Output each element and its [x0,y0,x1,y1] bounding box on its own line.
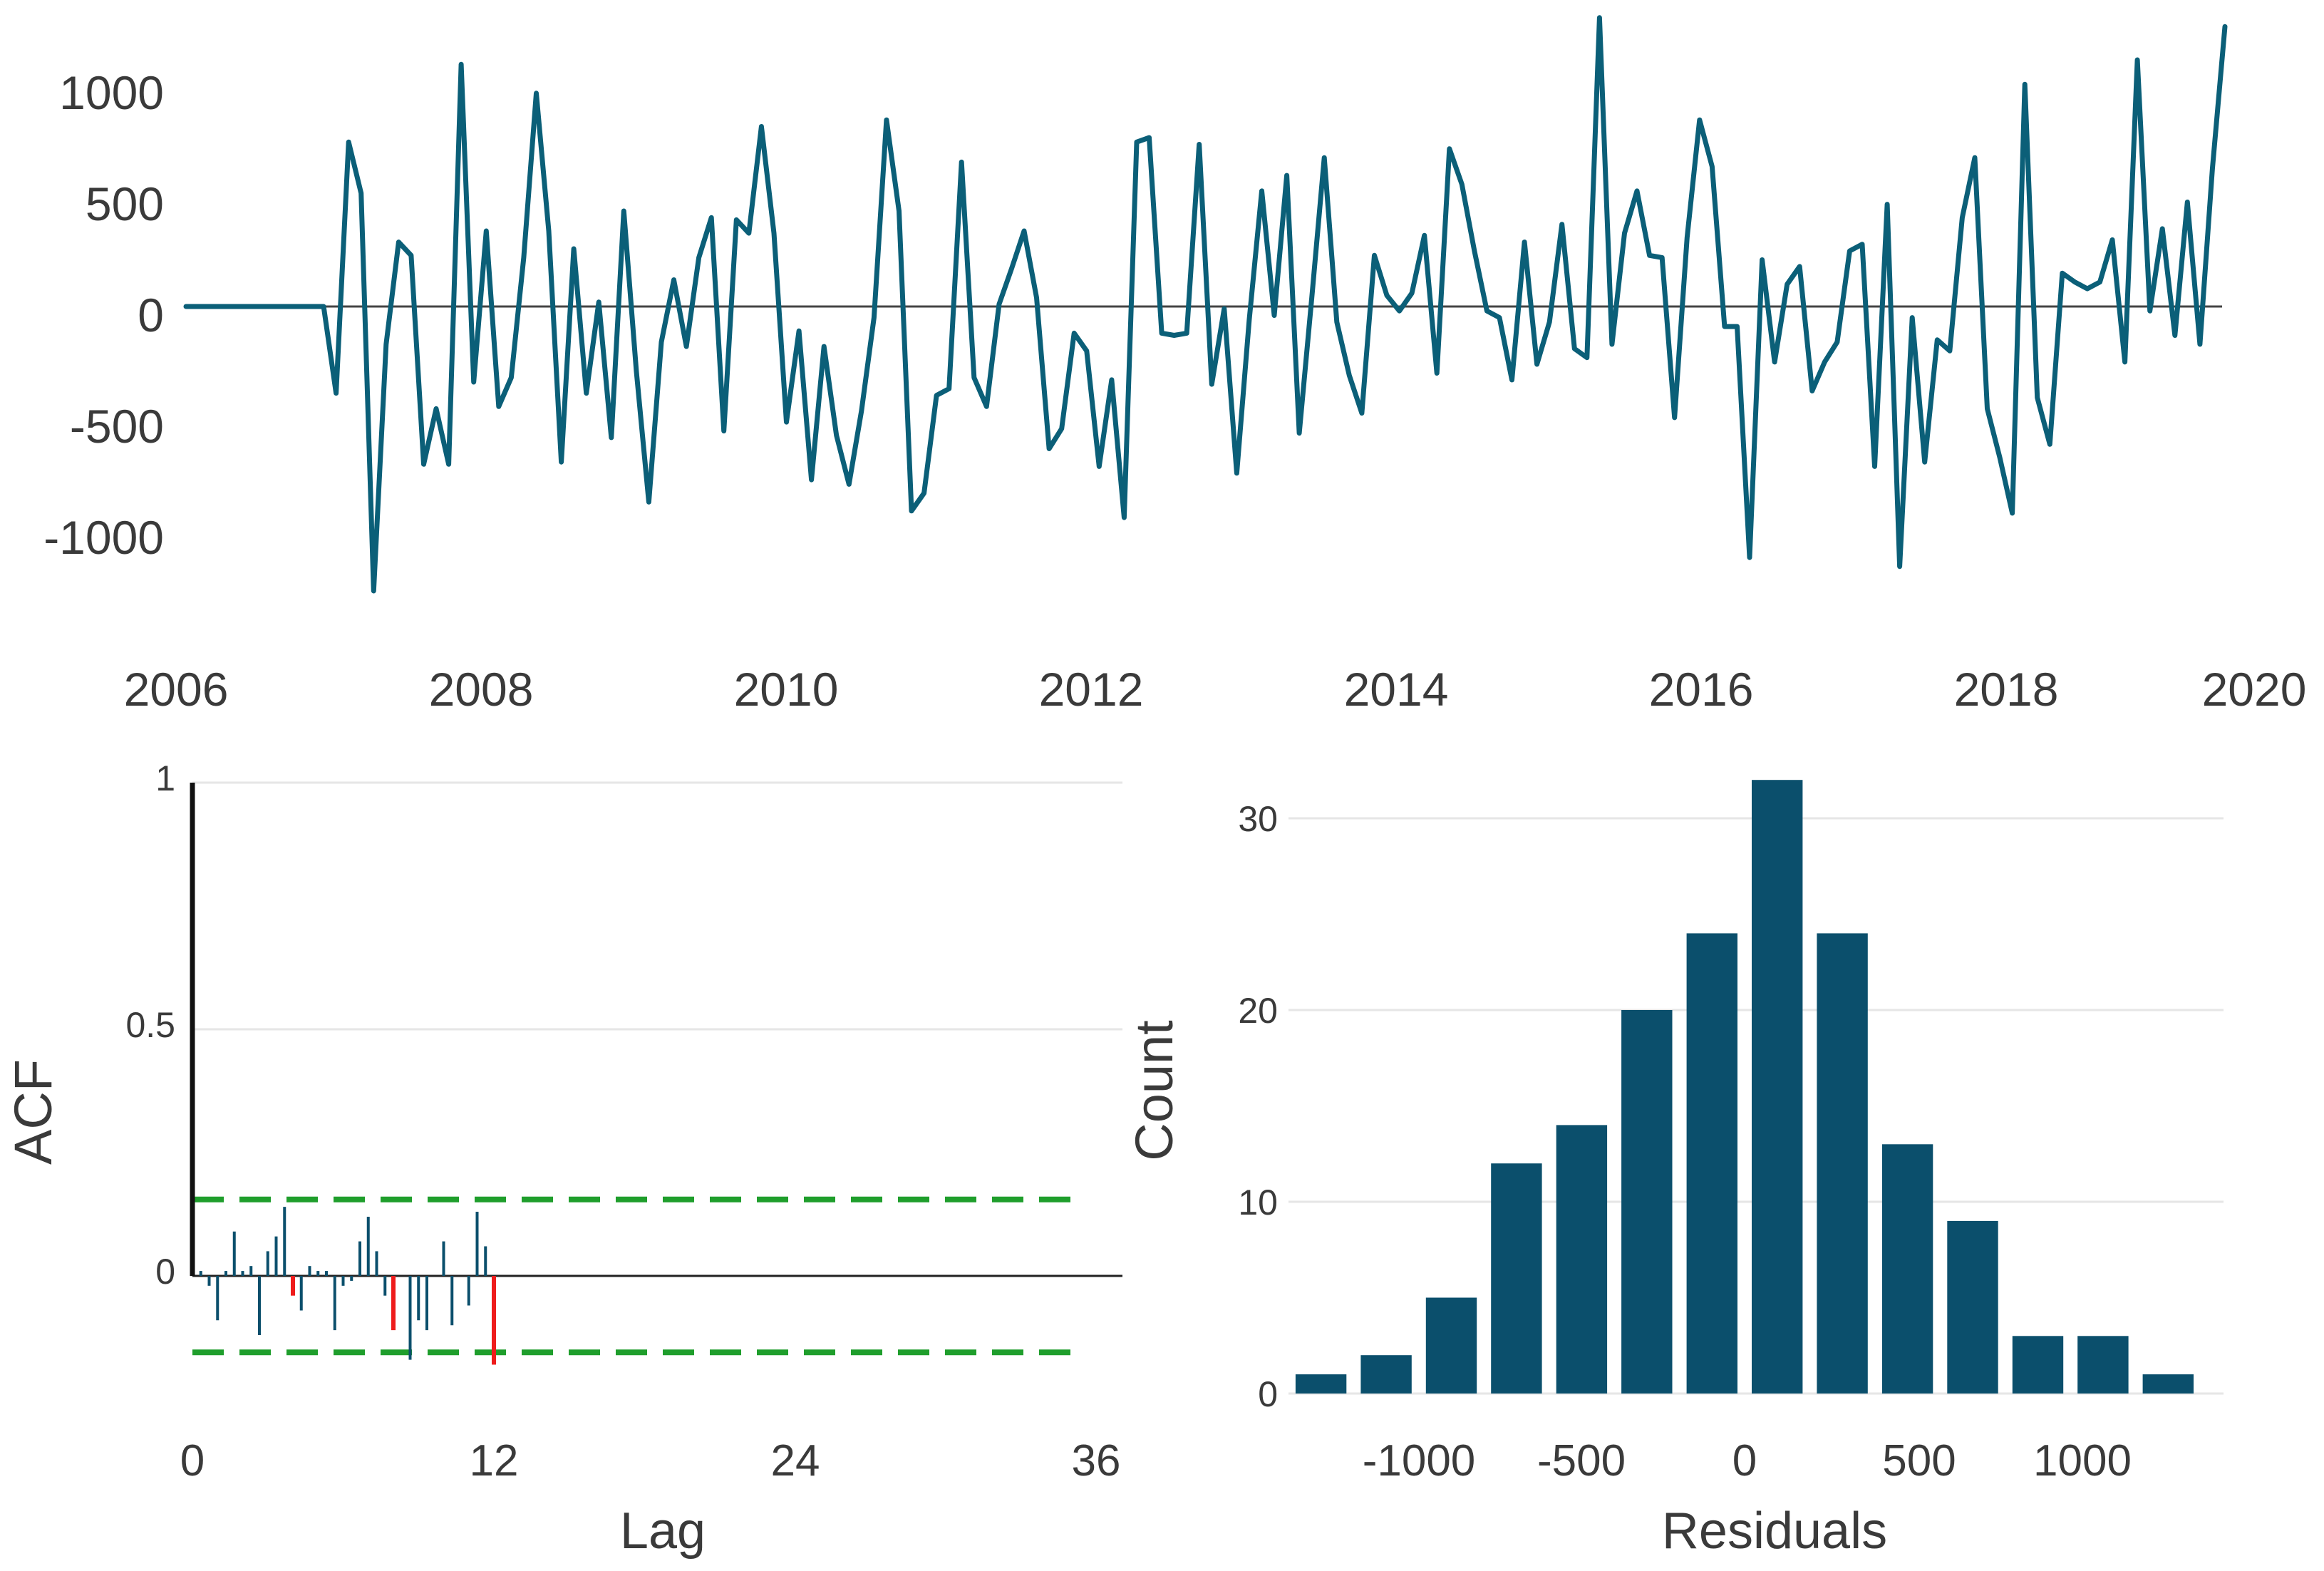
histogram-bar [1295,1374,1347,1394]
histogram-x-tick-label: -500 [1537,1436,1626,1485]
acf-plot-area [190,783,1122,1365]
timeseries-x-tick-label: 2010 [734,663,839,716]
timeseries-x-tick-label: 2008 [429,663,534,716]
histogram-bar [2142,1374,2194,1394]
histogram-bar [1556,1125,1608,1394]
timeseries-x-ticks: 2006 2008 2010 2012 2014 2016 2018 2020 [124,663,2307,716]
histogram-plot-area [1295,780,2194,1394]
timeseries-y-tick-label: -500 [70,400,164,453]
histogram-bar [1686,933,1737,1394]
residual-series-line [183,15,2228,594]
acf-x-tick-label: 36 [1072,1436,1121,1485]
timeseries-x-tick-label: 2012 [1039,663,1144,716]
histogram-y-tick-label: 20 [1238,991,1278,1031]
timeseries-y-tick-label: -1000 [43,511,164,564]
acf-x-tick-label: 24 [771,1436,820,1485]
histogram-bar [2012,1336,2064,1394]
histogram-x-axis-title: Residuals [1662,1503,1887,1560]
histogram-bar [1947,1220,1998,1394]
acf-x-axis-title: Lag [620,1503,706,1560]
histogram-bar [1491,1163,1542,1394]
acf-y-tick-label: 0 [155,1252,175,1292]
timeseries-plot-area [183,15,2228,594]
histogram-y-ticks: 30 20 10 0 [1238,799,1278,1414]
timeseries-y-tick-label: 500 [86,177,164,230]
timeseries-x-tick-label: 2018 [1954,663,2059,716]
acf-y-ticks: 1 0.5 0 [125,758,175,1292]
acf-panel: 1 0.5 0 0 12 24 36 Lag ACF [4,758,1122,1560]
acf-y-tick-label: 0.5 [125,1005,175,1045]
timeseries-x-tick-label: 2020 [2202,663,2307,716]
acf-gridlines [192,781,1122,1277]
histogram-x-tick-label: 0 [1732,1436,1757,1485]
histogram-x-tick-label: 500 [1882,1436,1956,1485]
histogram-bar [1817,933,1868,1394]
acf-x-ticks: 0 12 24 36 [180,1436,1121,1485]
acf-y-axis-title: ACF [4,1059,63,1165]
histogram-bar [1621,1010,1673,1394]
histogram-y-axis-title: Count [1125,1020,1184,1161]
histogram-bar [1881,1144,1933,1394]
timeseries-y-tick-label: 1000 [59,66,164,119]
histogram-bar [1425,1297,1477,1394]
acf-y-tick-label: 1 [155,758,175,798]
timeseries-x-tick-label: 2014 [1344,663,1449,716]
histogram-x-ticks: -1000 -500 0 500 1000 [1363,1436,2132,1485]
acf-x-tick-label: 12 [470,1436,519,1485]
acf-x-tick-label: 0 [180,1436,205,1485]
timeseries-x-tick-label: 2006 [124,663,229,716]
timeseries-y-ticks: 1000 500 0 -500 -1000 [43,66,164,564]
histogram-y-tick-label: 0 [1258,1374,1278,1414]
timeseries-y-tick-label: 0 [138,289,164,341]
histogram-bar [1752,780,1803,1394]
histogram-x-tick-label: 1000 [2033,1436,2132,1485]
histogram-bar [1360,1355,1412,1394]
histogram-bar [2077,1336,2129,1394]
histogram-x-tick-label: -1000 [1363,1436,1476,1485]
histogram-panel: 30 20 10 0 -1000 -500 0 500 1000 Residua… [1125,780,2224,1560]
histogram-y-tick-label: 10 [1238,1183,1278,1222]
timeseries-x-tick-label: 2016 [1649,663,1754,716]
timeseries-panel: 1000 500 0 -500 -1000 2006 2008 2010 201… [43,15,2307,716]
histogram-y-tick-label: 30 [1238,799,1278,839]
